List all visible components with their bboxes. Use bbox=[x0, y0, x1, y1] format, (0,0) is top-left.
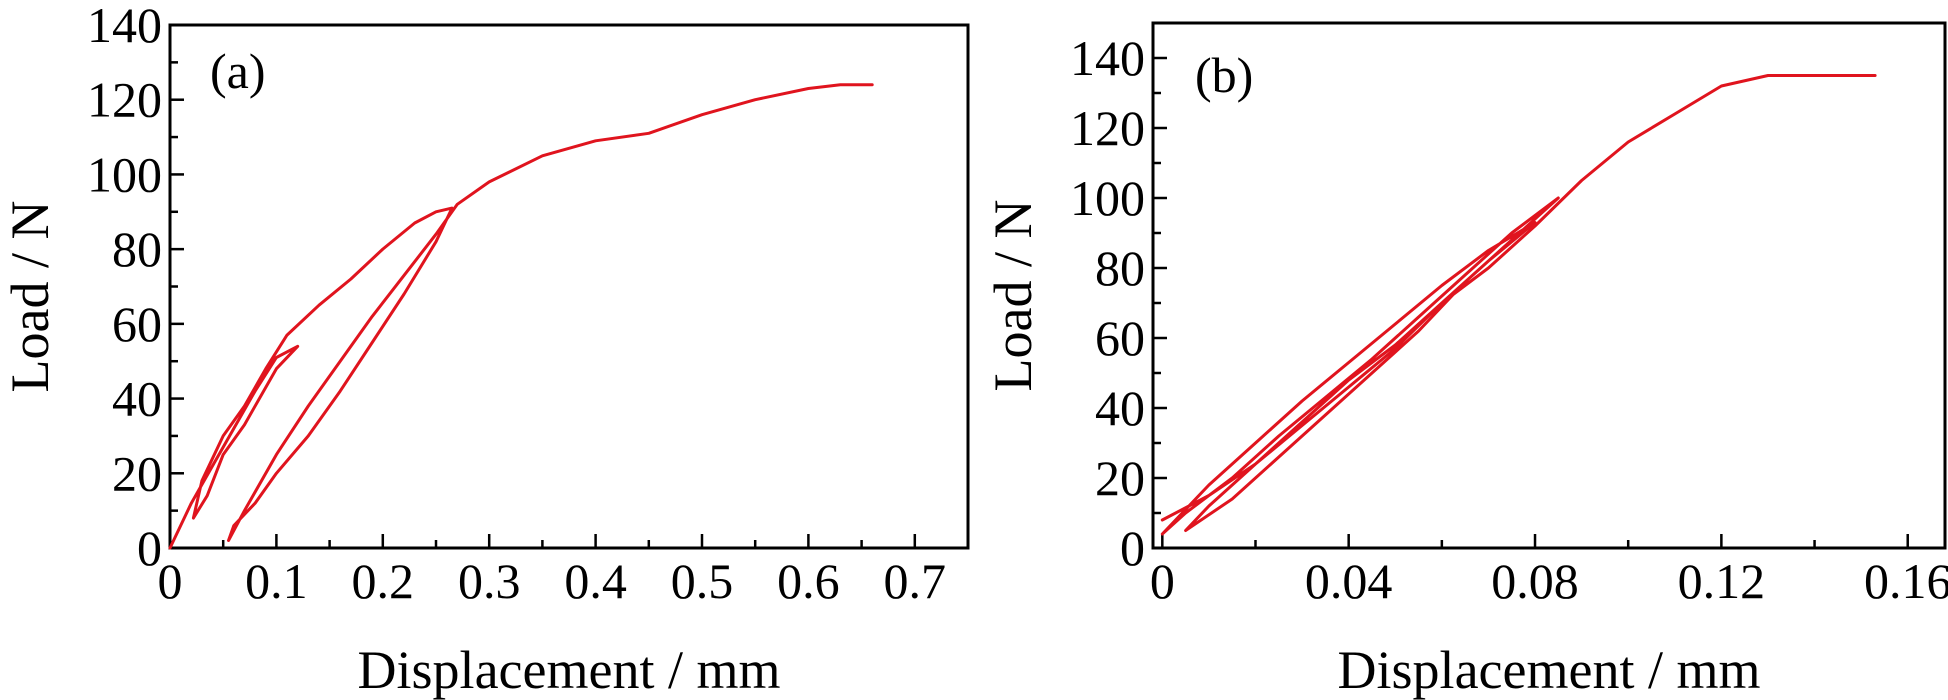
y-axis-label: Load / N bbox=[983, 200, 1043, 392]
chart-panel-a: 0 0.1 0.2 0.3 0.4 0.5 0.6 0.7 0 20 40 60 80 100 120 140… bbox=[0, 0, 970, 700]
y-tick-label: 20 bbox=[1095, 450, 1145, 506]
x-tick-label: 0.2 bbox=[352, 553, 415, 609]
x-tick-label: 0.5 bbox=[671, 553, 734, 609]
y-tick-label: 40 bbox=[112, 371, 162, 427]
y-tick-label: 120 bbox=[87, 72, 162, 128]
x-tick-label: 0.04 bbox=[1305, 553, 1393, 609]
x-tick-label: 0.6 bbox=[777, 553, 840, 609]
y-tick-label: 140 bbox=[87, 0, 162, 53]
x-tick-label: 0.4 bbox=[564, 553, 627, 609]
x-tick-label: 0.08 bbox=[1491, 553, 1579, 609]
x-tick-label: 0 bbox=[158, 553, 183, 609]
x-tick-label: 0.7 bbox=[884, 553, 947, 609]
load-displacement-curve bbox=[1160, 74, 1877, 536]
y-tick-label: 140 bbox=[1070, 30, 1145, 86]
panel-label-a: (a) bbox=[210, 43, 266, 99]
y-tick-label: 80 bbox=[112, 221, 162, 277]
y-tick-label: 60 bbox=[1095, 310, 1145, 366]
y-tick-label: 40 bbox=[1095, 380, 1145, 436]
y-tick-label: 0 bbox=[137, 520, 162, 576]
chart-panel-b: 0 0.04 0.08 0.12 0.16020406080100120140Displ… bbox=[983, 21, 1948, 700]
x-tick-label: 0 bbox=[1150, 553, 1175, 609]
x-tick-label: 0.3 bbox=[458, 553, 521, 609]
x-axis-label: Displacement / mm bbox=[358, 640, 781, 700]
load-displacement-curve bbox=[168, 83, 874, 550]
plot-frame bbox=[168, 23, 970, 550]
y-tick-label: 120 bbox=[1070, 100, 1145, 156]
y-axis-label: Load / N bbox=[0, 201, 60, 393]
x-tick-label: 0.16 bbox=[1864, 553, 1948, 609]
plot-frame bbox=[1151, 21, 1947, 550]
y-tick-label: 100 bbox=[87, 146, 162, 202]
y-tick-label: 20 bbox=[112, 445, 162, 501]
x-tick-label: 0.1 bbox=[245, 553, 308, 609]
y-tick-label: 80 bbox=[1095, 240, 1145, 296]
y-tick-label: 100 bbox=[1070, 170, 1145, 226]
x-tick-label: 0.12 bbox=[1678, 553, 1766, 609]
panel-label-b: (b) bbox=[1195, 47, 1253, 103]
y-tick-label: 0 bbox=[1120, 520, 1145, 576]
y-tick-label: 60 bbox=[112, 296, 162, 352]
x-axis-label: Displacement / mm bbox=[1338, 640, 1761, 700]
